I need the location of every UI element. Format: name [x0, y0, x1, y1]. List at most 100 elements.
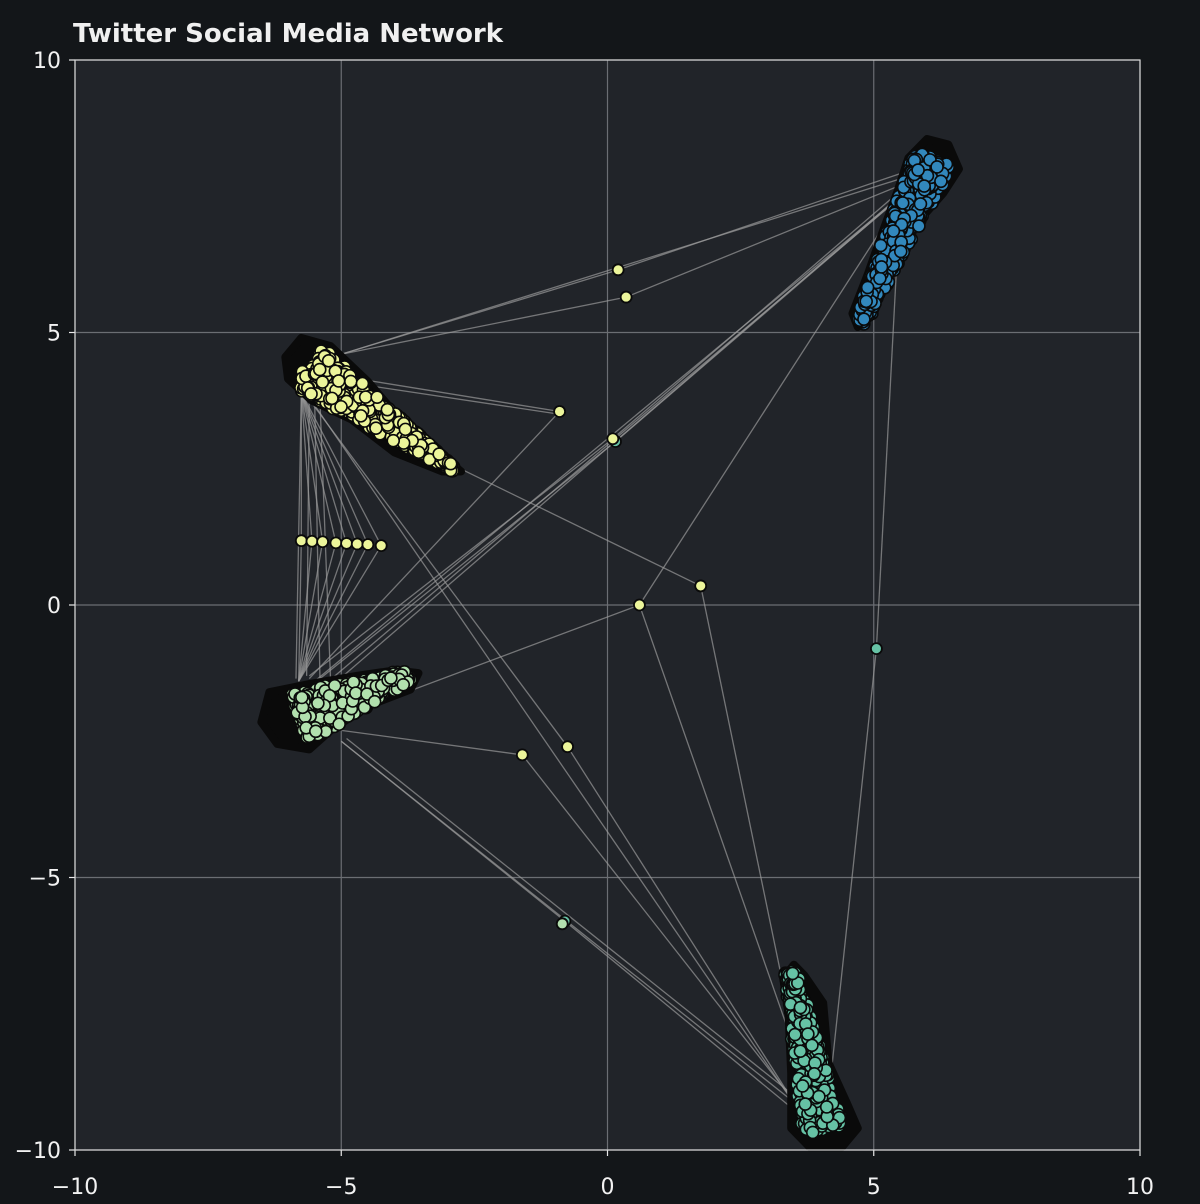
network-node: [294, 534, 308, 548]
network-node: [798, 1097, 813, 1111]
network-node: [886, 224, 901, 238]
network-node: [619, 290, 633, 304]
network-node: [860, 280, 875, 295]
plot-area: −10 −5 0 5 10 −10 −5 0 5 10: [15, 49, 1154, 1200]
network-node: [857, 312, 871, 326]
network-node: [793, 1000, 808, 1015]
network-node: [334, 399, 348, 414]
network-node: [325, 391, 339, 406]
x-tick-label: 5: [867, 1175, 881, 1200]
network-node: [323, 711, 337, 725]
network-node: [315, 375, 330, 389]
network-node: [934, 174, 948, 189]
network-node: [912, 219, 926, 233]
network-node: [384, 671, 398, 685]
network-node: [316, 535, 330, 549]
network-node: [893, 244, 908, 259]
network-node: [812, 1089, 826, 1104]
cluster-lightgreen: [257, 665, 423, 754]
network-edge: [298, 541, 313, 682]
network-node: [312, 362, 327, 377]
network-edge: [612, 190, 901, 440]
network-node: [332, 717, 346, 732]
network-node: [350, 537, 364, 551]
network-node: [369, 421, 383, 436]
network-node: [606, 432, 620, 446]
network-edge: [300, 392, 369, 545]
network-node: [380, 402, 395, 417]
network-node: [370, 390, 384, 404]
network-node: [358, 390, 373, 404]
y-tick-label: −10: [15, 1139, 61, 1164]
network-node: [694, 579, 708, 593]
network-edge: [617, 171, 906, 271]
network-node: [354, 409, 368, 423]
network-edge: [346, 738, 795, 1097]
network-edge: [521, 754, 795, 1102]
network-node: [555, 917, 569, 931]
network-node: [295, 690, 309, 705]
network-node: [873, 238, 888, 253]
network-node: [553, 405, 566, 418]
network-edge: [615, 198, 899, 442]
network-node: [374, 539, 388, 552]
network-edge: [341, 729, 523, 756]
network-node: [398, 422, 413, 437]
network-node: [633, 598, 646, 612]
network-node: [795, 1079, 810, 1093]
network-node: [367, 694, 382, 709]
network-edge: [300, 392, 324, 542]
network-node: [805, 1125, 820, 1140]
network-node: [308, 724, 323, 739]
network-node: [805, 1038, 819, 1053]
network-node: [873, 271, 887, 286]
network-edge: [564, 920, 797, 1113]
network-edge: [300, 392, 358, 545]
network-edge: [830, 648, 878, 1074]
network-edge: [341, 296, 627, 355]
network-edge: [300, 392, 337, 544]
network-node: [911, 163, 925, 177]
network-node: [870, 642, 883, 655]
network-edge: [308, 438, 614, 677]
network-node: [785, 966, 800, 981]
network-node: [349, 686, 363, 700]
network-node: [819, 1100, 834, 1114]
network-node: [386, 433, 401, 448]
network-node: [913, 197, 928, 211]
network-node: [561, 740, 574, 754]
network-edge: [341, 375, 560, 413]
network-node: [321, 354, 336, 368]
network-edge: [305, 395, 310, 676]
network-edge: [298, 541, 324, 682]
network-node: [305, 534, 319, 548]
network-node: [331, 374, 346, 388]
network-node: [807, 1067, 822, 1081]
network-node: [874, 260, 889, 274]
network-edge: [625, 184, 901, 298]
y-tick-label: 10: [33, 49, 61, 74]
network-node: [793, 1044, 808, 1059]
network-edge: [303, 389, 790, 1096]
x-tick-label: −10: [52, 1175, 98, 1200]
network-edge: [300, 392, 313, 542]
edges-layer: [295, 171, 907, 1113]
network-edge: [638, 212, 893, 606]
network-edge: [341, 269, 619, 355]
network-node: [801, 1027, 815, 1041]
network-node: [917, 179, 931, 193]
network-node: [344, 374, 358, 389]
cluster-yellow: [281, 333, 466, 478]
network-edge: [319, 440, 616, 680]
y-tick-label: −5: [29, 867, 61, 892]
y-tick-label: 0: [47, 594, 61, 619]
x-tick-label: 0: [601, 1175, 615, 1200]
network-edge: [303, 392, 569, 748]
isolated-nodes: [294, 263, 883, 931]
network-node: [396, 677, 411, 692]
x-tick-label: −5: [325, 1175, 357, 1200]
network-node: [304, 387, 318, 401]
network-edge: [298, 540, 302, 682]
network-node: [515, 748, 529, 762]
